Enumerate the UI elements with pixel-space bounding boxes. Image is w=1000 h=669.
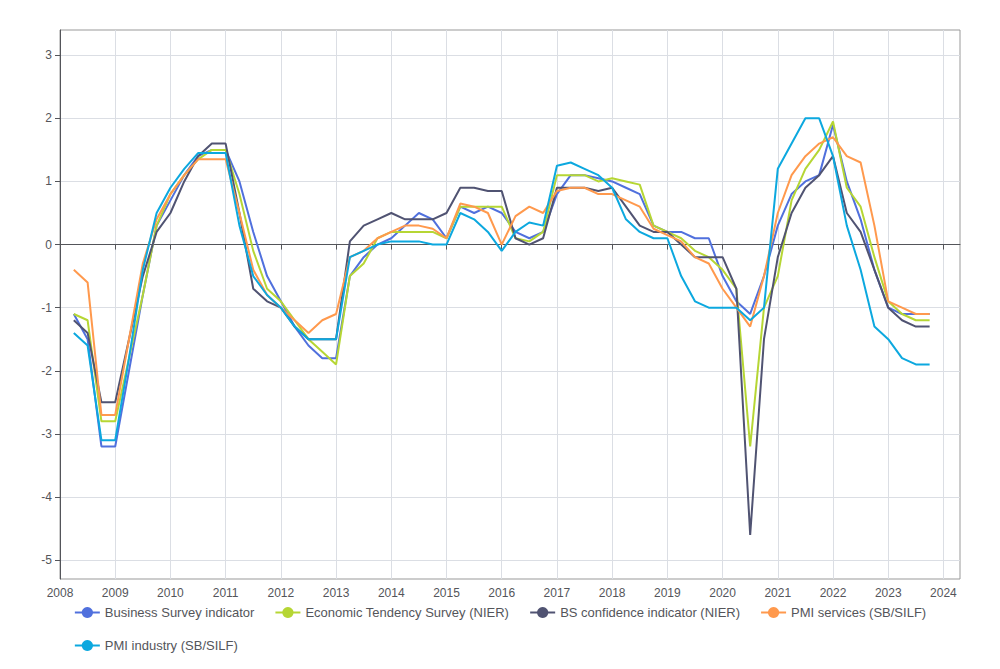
- svg-text:2017: 2017: [544, 586, 571, 600]
- svg-text:2023: 2023: [875, 586, 902, 600]
- svg-text:-2: -2: [41, 364, 52, 378]
- svg-text:2012: 2012: [268, 586, 295, 600]
- svg-text:1: 1: [45, 174, 52, 188]
- svg-text:-4: -4: [41, 490, 52, 504]
- svg-text:2: 2: [45, 111, 52, 125]
- svg-text:0: 0: [45, 238, 52, 252]
- svg-text:Economic Tendency Survey (NIER: Economic Tendency Survey (NIER): [305, 605, 509, 620]
- svg-text:2013: 2013: [323, 586, 350, 600]
- svg-text:2009: 2009: [102, 586, 129, 600]
- svg-text:2022: 2022: [820, 586, 847, 600]
- svg-text:2016: 2016: [488, 586, 515, 600]
- svg-text:Business Survey indicator: Business Survey indicator: [105, 605, 255, 620]
- svg-text:PMI services (SB/SILF): PMI services (SB/SILF): [791, 605, 926, 620]
- svg-text:2021: 2021: [764, 586, 791, 600]
- svg-text:BS confidence indicator (NIER): BS confidence indicator (NIER): [560, 605, 740, 620]
- svg-text:-5: -5: [41, 553, 52, 567]
- svg-text:PMI industry (SB/SILF): PMI industry (SB/SILF): [105, 638, 238, 653]
- svg-text:2018: 2018: [599, 586, 626, 600]
- svg-text:2010: 2010: [157, 586, 184, 600]
- svg-text:-3: -3: [41, 427, 52, 441]
- svg-text:2008: 2008: [47, 586, 74, 600]
- svg-text:2024: 2024: [930, 586, 957, 600]
- svg-text:2011: 2011: [213, 586, 239, 600]
- svg-text:2015: 2015: [433, 586, 460, 600]
- svg-text:2020: 2020: [709, 586, 736, 600]
- svg-text:-1: -1: [41, 301, 52, 315]
- svg-text:3: 3: [45, 48, 52, 62]
- svg-text:2014: 2014: [378, 586, 405, 600]
- svg-text:2019: 2019: [654, 586, 681, 600]
